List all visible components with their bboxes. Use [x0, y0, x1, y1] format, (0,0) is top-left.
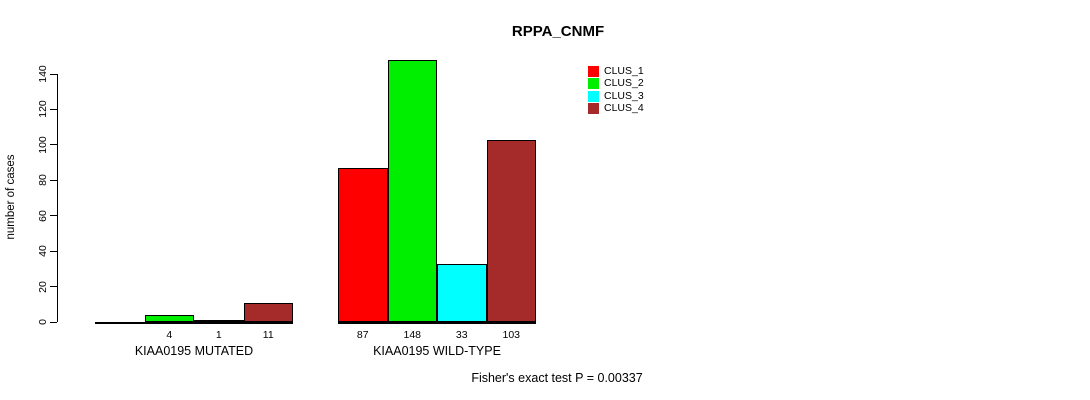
legend-item-clus-4: CLUS_4	[588, 102, 644, 115]
bar-value-label: 103	[502, 328, 521, 341]
bar-clus-3-kiaa0195-wild-type	[437, 264, 487, 322]
y-tick-label: 60	[37, 209, 49, 222]
y-tick-label: 120	[37, 100, 49, 119]
y-tick	[50, 286, 57, 288]
y-axis-line	[57, 74, 58, 322]
legend: CLUS_1 CLUS_2 CLUS_3 CLUS_4	[588, 66, 644, 116]
bar-clus-3-kiaa0195-mutated	[194, 320, 244, 322]
bar-value-label: 1	[215, 328, 222, 341]
y-tick-label: 40	[37, 245, 49, 257]
y-tick	[50, 144, 57, 146]
legend-label: CLUS_1	[604, 65, 644, 77]
bar-value-label: 11	[262, 328, 274, 341]
bar-value-label: 148	[403, 328, 422, 341]
bar-clus-1-kiaa0195-wild-type	[338, 168, 388, 322]
y-tick-label: 100	[37, 136, 49, 154]
category-label-kiaa0195-wild-type: KIAA0195 WILD-TYPE	[373, 344, 501, 358]
bar-value-label: 4	[166, 328, 173, 341]
legend-label: CLUS_2	[604, 77, 644, 90]
x-axis-baseline-kiaa0195-mutated	[95, 321, 293, 324]
bar-clus-2-kiaa0195-mutated	[144, 315, 194, 322]
y-tick	[50, 108, 57, 110]
bar-clus-4-kiaa0195-wild-type	[486, 140, 536, 322]
bar-clus-2-kiaa0195-wild-type	[387, 60, 437, 322]
y-tick-label: 80	[37, 174, 49, 187]
legend-item-clus-3: CLUS_3	[588, 89, 644, 102]
legend-swatch-clus-2	[588, 78, 599, 90]
bar-clus-4-kiaa0195-mutated	[243, 303, 293, 322]
y-tick	[50, 321, 57, 323]
fisher-test-annotation: Fisher's exact test P = 0.00337	[471, 371, 643, 385]
bar-value-label: 33	[455, 328, 468, 341]
legend-swatch-clus-3	[588, 90, 599, 102]
y-tick	[50, 250, 57, 252]
y-tick-label: 140	[37, 65, 49, 83]
legend-label: CLUS_4	[604, 102, 644, 115]
y-tick	[50, 215, 57, 217]
y-tick	[50, 73, 57, 75]
x-axis-baseline-kiaa0195-wild-type	[338, 321, 536, 324]
y-axis-title: number of cases	[5, 154, 17, 240]
y-tick-label: 0	[37, 319, 49, 325]
y-tick	[50, 179, 57, 181]
bar-value-label: 87	[356, 328, 369, 341]
category-label-kiaa0195-mutated: KIAA0195 MUTATED	[134, 344, 254, 358]
legend-item-clus-1: CLUS_1	[588, 66, 644, 77]
y-tick-label: 20	[37, 280, 49, 293]
legend-label: CLUS_3	[604, 89, 644, 102]
legend-swatch-clus-4	[588, 103, 599, 115]
legend-swatch-clus-1	[588, 66, 599, 77]
chart-title: RPPA_CNMF	[511, 23, 605, 40]
legend-item-clus-2: CLUS_2	[588, 77, 644, 90]
